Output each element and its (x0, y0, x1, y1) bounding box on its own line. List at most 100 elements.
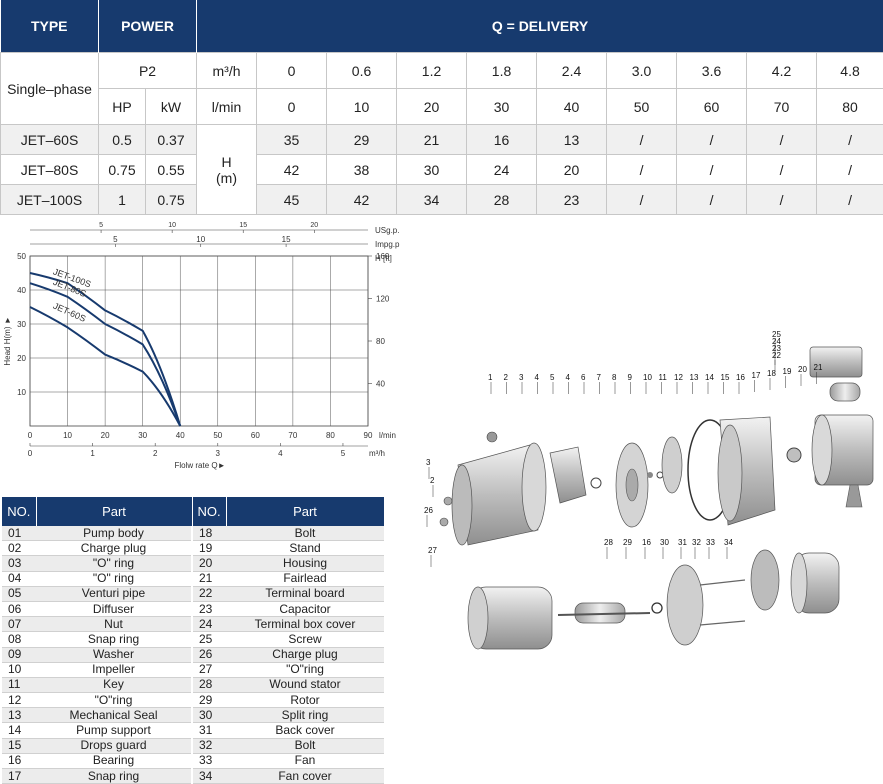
bolt-part (700, 621, 745, 625)
part-name: Bolt (226, 526, 384, 541)
head-value: 24 (467, 155, 537, 185)
ft-unit-label: H [ft] (375, 254, 392, 263)
spec-table: TYPE POWER Q = DELIVERY Single–phase P2 … (0, 0, 883, 215)
part-name: Drops guard (36, 738, 192, 753)
o-ring-part (591, 478, 601, 488)
part-number: 32 (192, 738, 226, 753)
head-value: 30 (397, 155, 467, 185)
x-tick-label-m3h: 4 (278, 449, 283, 458)
charge-plug-part (440, 518, 448, 526)
pump-body-flange (522, 443, 546, 531)
part-name: Split ring (226, 708, 384, 723)
usgpm-tick-label: 15 (239, 222, 247, 229)
head-value: 34 (397, 185, 467, 215)
head-value: 21 (397, 125, 467, 155)
back-cover-part (667, 565, 703, 645)
hp-cell: HP (99, 89, 146, 125)
x-axis-title: Flolw rate Q► (174, 461, 225, 470)
head-value: / (607, 125, 677, 155)
part-number-label: 3 (426, 458, 431, 467)
q-lmin-cell: 40 (537, 89, 607, 125)
q-m3h-cell: 4.2 (747, 53, 817, 89)
type-header: TYPE (1, 0, 99, 53)
impeller-part (662, 437, 682, 493)
stand-part (846, 485, 862, 507)
impgpm-tick-label: 10 (196, 235, 205, 244)
kw-value: 0.55 (146, 155, 197, 185)
x-tick-label-lmin: 60 (251, 431, 260, 440)
y-tick-label: 30 (17, 320, 26, 329)
part-name: Stand (226, 541, 384, 556)
table-row: JET–60S 0.5 0.37 H (m) 35 29 21 16 13 / … (1, 125, 883, 155)
part-number-label: 8 (612, 373, 617, 382)
part-number-label: 10 (643, 373, 652, 382)
x-tick-label-m3h: 1 (90, 449, 95, 458)
venturi-pipe-part (550, 447, 586, 503)
housing-face (812, 415, 832, 485)
hp-value: 0.75 (99, 155, 146, 185)
part-number: 34 (192, 769, 226, 784)
part-name: Diffuser (36, 601, 192, 616)
part-name: Charge plug (36, 541, 192, 556)
hp-value: 0.5 (99, 125, 146, 155)
part-number-label: 2 (430, 476, 435, 485)
part-number-label: 21 (814, 363, 823, 372)
head-value: 35 (257, 125, 327, 155)
part-name: Fan cover (226, 769, 384, 784)
part-number-label: 28 (604, 538, 613, 547)
part-number-label: 26 (424, 506, 433, 515)
part-number-label: 19 (783, 367, 792, 376)
part-number-label: 34 (724, 538, 733, 547)
q-m3h-cell: 4.8 (817, 53, 883, 89)
q-m3h-cell: 0 (257, 53, 327, 89)
part-header: Part (226, 497, 384, 526)
part-number: 11 (2, 677, 36, 692)
fan-cover-face (791, 553, 807, 613)
bolt-part (700, 580, 745, 585)
part-number-label: 7 (597, 373, 602, 382)
part-number-label: 16 (642, 538, 651, 547)
head-value: / (677, 125, 747, 155)
part-number-label: 4 (535, 373, 540, 382)
part-number: 26 (192, 647, 226, 662)
impgpm-unit-label: Impg.p.m (375, 240, 400, 249)
rotor-shaft (558, 613, 650, 615)
part-number: 30 (192, 708, 226, 723)
part-number: 25 (192, 632, 226, 647)
x-tick-label-lmin: 80 (326, 431, 335, 440)
part-name: Snap ring (36, 632, 192, 647)
usgpm-unit-label: USg.p.m (375, 226, 400, 235)
part-name: Pump body (36, 526, 192, 541)
part-number: 14 (2, 723, 36, 738)
part-name: Charge plug (226, 647, 384, 662)
nut-part (647, 472, 653, 478)
part-number-label: 1 (488, 373, 493, 382)
q-lmin-cell: 80 (817, 89, 883, 125)
part-number-label: 6 (581, 373, 586, 382)
x-tick-label-lmin: 10 (63, 431, 72, 440)
spec-header-row: TYPE POWER Q = DELIVERY (1, 0, 883, 53)
part-name: Wound stator (226, 677, 384, 692)
part-number: 04 (2, 571, 36, 586)
part-number: 08 (2, 632, 36, 647)
part-number: 10 (2, 662, 36, 677)
q-lmin-cell: 30 (467, 89, 537, 125)
p2-cell: P2 (99, 53, 197, 89)
part-number-label: 27 (428, 546, 437, 555)
table-row: JET–80S 0.75 0.55 42 38 30 24 20 / / / / (1, 155, 883, 185)
part-number: 20 (192, 556, 226, 571)
part-number: 23 (192, 601, 226, 616)
head-value: 38 (327, 155, 397, 185)
part-number: 21 (192, 571, 226, 586)
